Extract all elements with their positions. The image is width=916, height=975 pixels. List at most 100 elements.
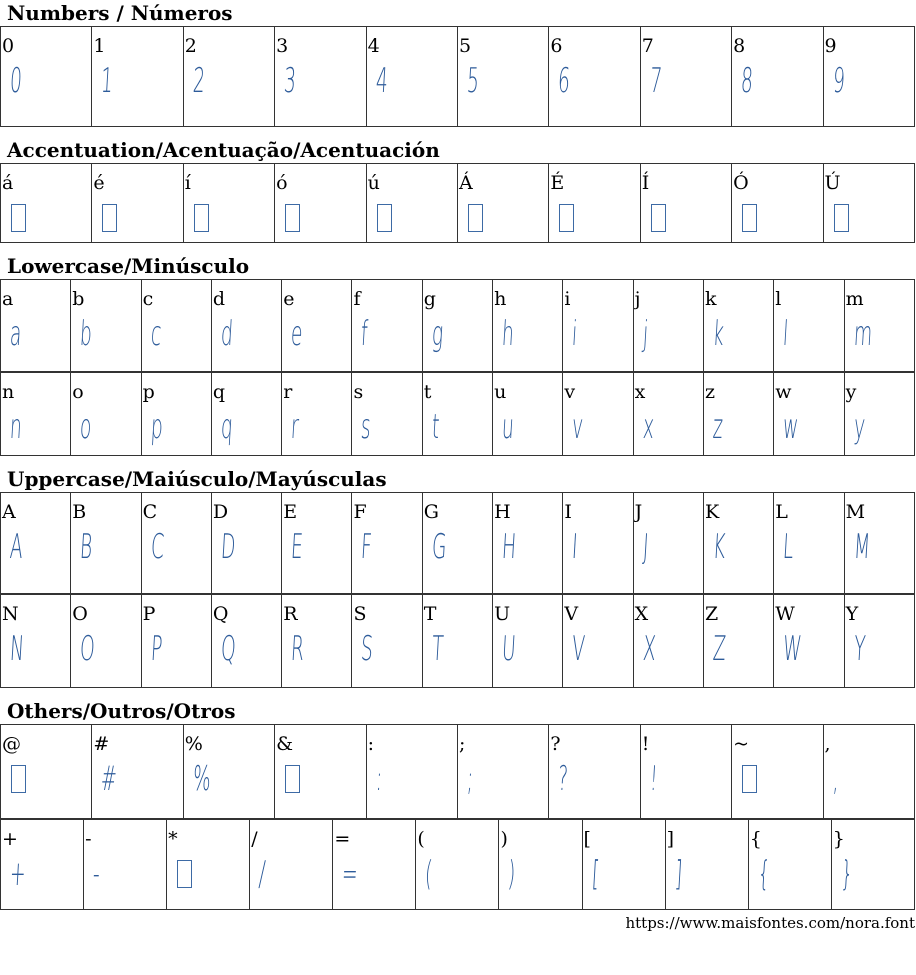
glyph-cell: !! (639, 724, 733, 819)
glyph-sample: z (711, 407, 724, 447)
glyph-sample: Q (219, 629, 237, 669)
glyph-label: o (72, 381, 84, 403)
glyph-label: 2 (184, 35, 197, 57)
glyph-label: 9 (824, 35, 837, 57)
glyph-label: B (72, 501, 87, 523)
glyph-sample: b (79, 314, 94, 354)
glyph-sample: 1 (100, 61, 115, 101)
glyph-sample: : (374, 759, 383, 799)
glyph-sample: E (289, 527, 305, 567)
glyph-sample: k (711, 314, 725, 354)
glyph-sample: Z (711, 629, 727, 669)
glyph-label: G (423, 501, 439, 523)
glyph-label: a (2, 288, 14, 310)
glyph-sample: v (571, 407, 585, 447)
glyph-label: N (2, 603, 19, 625)
glyph-row: + + - - * / / = =(())[[]]{{}} (0, 819, 916, 910)
glyph-label: C (142, 501, 158, 523)
glyph-sample: + (8, 854, 27, 894)
glyph-label: 7 (641, 35, 654, 57)
glyph-sample: h (500, 314, 516, 354)
glyph-sample: N (8, 629, 26, 669)
glyph-cell: )) (498, 819, 583, 910)
missing-glyph-box-icon (742, 765, 758, 793)
missing-glyph-box-icon (193, 204, 209, 232)
glyph-label: V (564, 603, 579, 625)
glyph-sample: ] (673, 854, 684, 894)
glyph-sample: R (289, 629, 306, 669)
glyph-sample: ! (648, 759, 659, 799)
glyph-cell: (( (415, 819, 500, 910)
glyph-label: e (283, 288, 295, 310)
glyph-cell: Í (639, 163, 733, 243)
missing-glyph-box-icon (467, 204, 483, 232)
missing-glyph-box-icon (559, 204, 575, 232)
missing-glyph-box-icon (11, 204, 26, 232)
glyph-label: c (142, 288, 154, 310)
footer-url[interactable]: https://www.maisfontes.com/nora.font (625, 914, 915, 932)
glyph-sample: 5 (465, 61, 480, 101)
glyph-sample: 2 (191, 61, 206, 101)
glyph-cell: + + (0, 819, 85, 910)
glyph-sample: x (641, 407, 655, 447)
glyph-label: & (276, 733, 294, 755)
glyph-label: É (550, 172, 565, 194)
glyph-cell: ó (274, 163, 367, 243)
section-title: Uppercase/Maiúsculo/Mayúsculas (7, 467, 387, 491)
font-specimen-sheet: Numbers / Números 0 0 1 1 2 2 3 3 4 4 5 5 6 6 7 7 8 8 9 9 Acc… (0, 1, 916, 910)
glyph-cell: / / (249, 819, 334, 910)
glyph-sample: ; (465, 759, 475, 799)
glyph-cell: :: (365, 724, 458, 819)
glyph-sample: a (8, 314, 23, 354)
glyph-cell: É (548, 163, 641, 243)
glyph-sample: { (756, 854, 771, 894)
glyph-sample: F (360, 527, 374, 567)
glyph-label: Á (458, 172, 473, 194)
glyph-cell: ;; (456, 724, 550, 819)
glyph-label: j (634, 288, 641, 310)
glyph-sample: S (360, 629, 375, 669)
glyph-cell: * (166, 819, 251, 910)
glyph-label: M (845, 501, 866, 523)
glyph-label: x (634, 381, 646, 403)
glyph-sample: , (831, 759, 840, 799)
glyph-sample: G (430, 527, 448, 567)
glyph-label: A (2, 501, 16, 523)
glyph-sample: W (782, 629, 803, 669)
glyph-cell: ,, (822, 724, 916, 819)
glyph-sample: P (149, 629, 163, 669)
missing-glyph-box-icon (11, 765, 26, 793)
glyph-label: f (353, 288, 361, 310)
section-title: Accentuation/Acentuação/Acentuación (7, 138, 440, 162)
glyph-cell: ~ (731, 724, 824, 819)
glyph-sample: s (360, 407, 373, 447)
glyph-sample: } (839, 854, 854, 894)
glyph-sample: H (500, 527, 518, 567)
glyph-sample: 9 (831, 61, 846, 101)
glyph-label: I (564, 501, 572, 523)
section-title: Lowercase/Minúsculo (7, 254, 250, 278)
